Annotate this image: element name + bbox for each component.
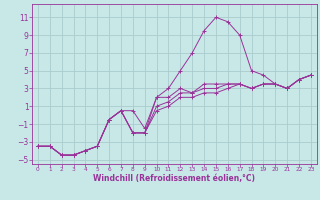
X-axis label: Windchill (Refroidissement éolien,°C): Windchill (Refroidissement éolien,°C) [93,174,255,183]
